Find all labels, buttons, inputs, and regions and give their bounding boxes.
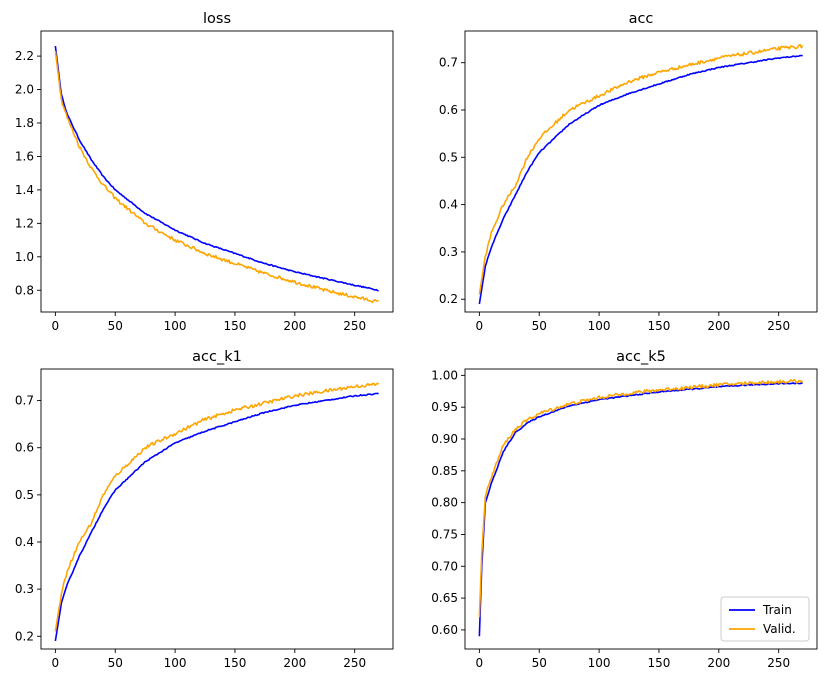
legend-label-train: Train (762, 603, 792, 617)
x-tick-label: 0 (476, 319, 484, 333)
x-tick-label: 200 (707, 656, 730, 670)
x-tick-label: 100 (164, 319, 187, 333)
y-tick-label: 0.60 (431, 623, 458, 637)
y-tick-label: 0.3 (15, 582, 34, 596)
y-tick-label: 1.2 (15, 216, 34, 230)
legend-label-valid: Valid. (763, 622, 796, 636)
y-tick-label: 2.0 (15, 83, 34, 97)
x-tick-label: 100 (164, 656, 187, 670)
y-tick-label: 0.5 (15, 488, 34, 502)
chart-title: acc_k1 (192, 349, 242, 365)
y-tick-label: 0.6 (15, 441, 34, 455)
x-tick-label: 50 (108, 319, 123, 333)
y-tick-label: 0.6 (439, 103, 458, 117)
x-tick-label: 100 (588, 319, 611, 333)
chart-title: acc_k5 (616, 349, 666, 365)
y-tick-label: 1.4 (15, 183, 34, 197)
y-tick-label: 0.80 (431, 496, 458, 510)
chart-panel-acc_k5: acc_k5 0 50 100 150 200 250 0.60 0.65 0.70 0.75 0.8… (431, 349, 818, 670)
x-tick-label: 50 (532, 656, 547, 670)
y-tick-label: 0.75 (431, 527, 458, 541)
x-tick-label: 150 (648, 319, 671, 333)
x-tick-label: 250 (767, 656, 790, 670)
series-line-train (478, 381, 803, 637)
x-tick-label: 150 (224, 319, 247, 333)
x-tick-label: 0 (52, 319, 60, 333)
y-tick-label: 0.90 (431, 432, 458, 446)
x-tick-label: 250 (343, 656, 366, 670)
y-tick-label: 1.8 (15, 116, 34, 130)
series-line-valid (478, 378, 804, 618)
x-tick-label: 200 (283, 319, 306, 333)
axes-frame (464, 30, 818, 313)
chart-panel-acc_k1: acc_k1 0 50 100 150 200 250 0.2 0.3 0.4 0.5 0.6 0.7 (15, 349, 394, 670)
y-tick-label: 1.00 (431, 368, 458, 382)
legend-box (720, 596, 810, 642)
chart-title: loss (203, 11, 231, 27)
series-line-valid (478, 44, 804, 295)
series-line-train (54, 45, 379, 292)
y-tick-label: 2.2 (15, 49, 34, 63)
y-tick-label: 1.0 (15, 250, 34, 264)
y-tick-label: 1.6 (15, 149, 34, 163)
x-tick-label: 100 (588, 656, 611, 670)
chart-panel-acc: acc 0 50 100 150 200 250 0.2 0.3 0.4 0.5 0.6 0.7 (439, 11, 818, 333)
y-tick-label: 0.2 (439, 292, 458, 306)
y-tick-label: 0.3 (439, 245, 458, 259)
x-tick-label: 150 (648, 656, 671, 670)
y-tick-label: 0.85 (431, 464, 458, 478)
x-tick-label: 200 (283, 656, 306, 670)
x-tick-label: 150 (224, 656, 247, 670)
series-line-train (54, 392, 379, 642)
x-tick-label: 50 (532, 319, 547, 333)
y-tick-label: 0.2 (15, 629, 34, 643)
chart-panel-loss: loss 0 50 100 150 200 250 0.8 1.0 1.2 1.4 1.6 1.8 2.0… (15, 11, 394, 333)
chart-title: acc (629, 11, 654, 27)
x-tick-label: 200 (707, 319, 730, 333)
x-tick-label: 50 (108, 656, 123, 670)
y-tick-label: 0.8 (15, 283, 34, 297)
axes-frame (40, 30, 394, 313)
y-tick-label: 0.95 (431, 400, 458, 414)
series-line-valid (54, 382, 380, 632)
x-tick-label: 250 (343, 319, 366, 333)
y-tick-label: 0.4 (439, 198, 458, 212)
series-line-valid (54, 50, 379, 304)
axes-frame (40, 368, 394, 650)
series-line-train (478, 54, 803, 305)
legend: Train Valid. (720, 596, 810, 642)
y-tick-label: 0.7 (15, 394, 34, 408)
x-tick-label: 0 (52, 656, 60, 670)
y-tick-label: 0.70 (431, 559, 458, 573)
x-tick-label: 250 (767, 319, 790, 333)
y-tick-label: 0.65 (431, 591, 458, 605)
x-tick-label: 0 (476, 656, 484, 670)
y-tick-label: 0.5 (439, 150, 458, 164)
axes-frame (464, 368, 818, 650)
y-tick-label: 0.4 (15, 535, 34, 549)
y-tick-label: 0.7 (439, 56, 458, 70)
